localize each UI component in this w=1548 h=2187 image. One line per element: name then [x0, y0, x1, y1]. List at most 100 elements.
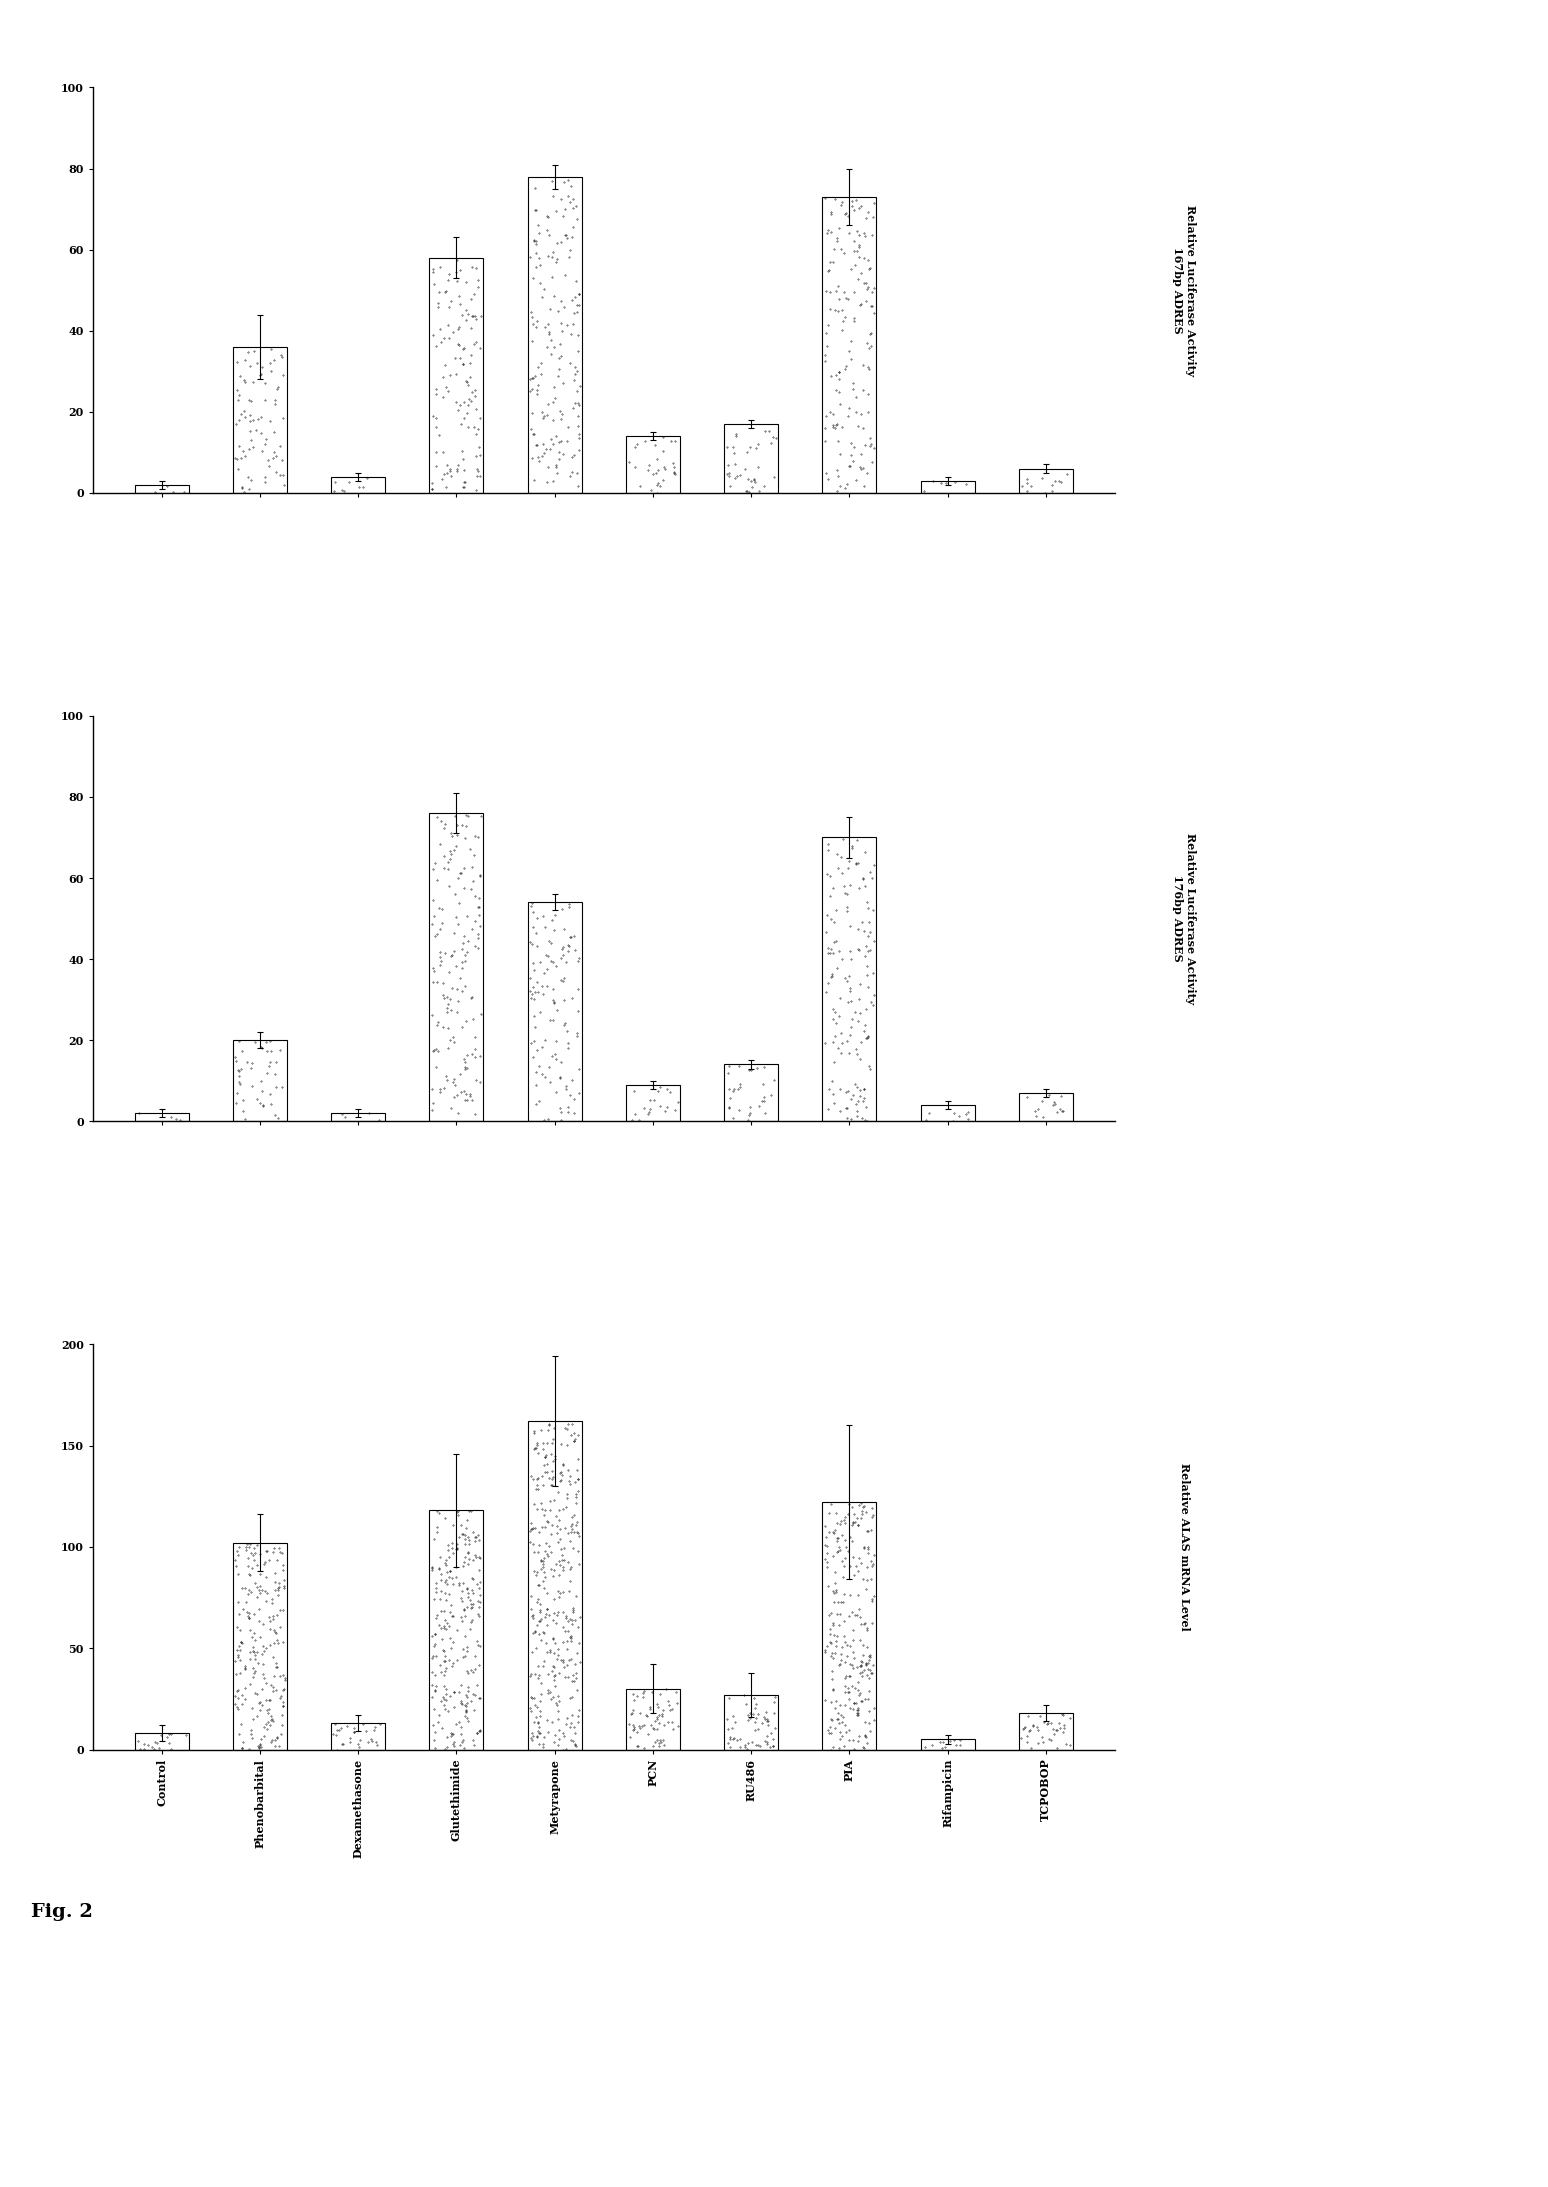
Point — [656, 1684, 681, 1719]
Point — [466, 1540, 491, 1575]
Point — [537, 1632, 562, 1666]
Point — [534, 969, 559, 1004]
Bar — [724, 1695, 779, 1750]
Point — [755, 1708, 780, 1743]
Point — [529, 969, 554, 1004]
Point — [447, 1675, 472, 1710]
Point — [862, 271, 887, 306]
Point — [550, 938, 574, 973]
Point — [830, 313, 854, 348]
Point — [842, 1505, 867, 1540]
Point — [839, 184, 864, 219]
Point — [559, 1607, 584, 1642]
Point — [841, 1505, 865, 1540]
Point — [1048, 464, 1073, 499]
Point — [421, 1691, 446, 1726]
Point — [438, 833, 463, 868]
Point — [330, 1098, 354, 1133]
Point — [820, 1671, 845, 1706]
Point — [251, 1546, 276, 1581]
Point — [450, 332, 475, 367]
Point — [844, 846, 868, 881]
Point — [554, 1428, 579, 1463]
Point — [856, 1048, 881, 1083]
Point — [132, 1732, 156, 1767]
Point — [467, 459, 492, 494]
Point — [845, 409, 870, 444]
Point — [420, 997, 444, 1032]
Point — [624, 426, 649, 461]
Point — [237, 1594, 262, 1629]
Point — [542, 1483, 567, 1518]
Point — [241, 1629, 266, 1664]
Point — [828, 232, 853, 267]
Point — [848, 437, 873, 472]
Point — [224, 1557, 249, 1592]
Point — [546, 1712, 571, 1747]
Point — [1009, 468, 1034, 503]
Point — [540, 1422, 565, 1457]
Point — [457, 1522, 481, 1557]
Point — [421, 951, 446, 986]
Point — [423, 1616, 447, 1651]
Point — [449, 945, 474, 980]
Point — [463, 1638, 488, 1673]
Point — [543, 1024, 568, 1059]
Point — [257, 1603, 282, 1638]
Point — [224, 372, 249, 407]
Point — [520, 1511, 545, 1546]
Point — [525, 1032, 550, 1067]
Bar — [1019, 1094, 1073, 1122]
Point — [556, 1660, 580, 1695]
Point — [841, 1636, 865, 1671]
Point — [467, 1577, 492, 1612]
Point — [858, 420, 882, 455]
Point — [817, 245, 842, 280]
Point — [534, 1426, 559, 1461]
Point — [454, 798, 478, 833]
Point — [444, 1642, 469, 1677]
Point — [737, 1695, 762, 1730]
Point — [525, 1467, 550, 1502]
Point — [848, 1656, 873, 1691]
Point — [517, 1691, 542, 1726]
Point — [856, 1706, 881, 1741]
Point — [446, 984, 471, 1019]
Point — [424, 964, 449, 999]
Point — [440, 835, 464, 870]
Point — [553, 258, 577, 293]
Point — [420, 1094, 444, 1128]
Point — [458, 337, 483, 372]
Point — [245, 1634, 269, 1669]
Point — [255, 1695, 280, 1730]
Point — [522, 999, 546, 1034]
Point — [228, 1612, 252, 1647]
Point — [531, 1540, 556, 1575]
Point — [543, 245, 568, 280]
Point — [825, 838, 850, 873]
Point — [452, 385, 477, 420]
Point — [619, 1695, 644, 1730]
Point — [461, 1516, 486, 1551]
Point — [526, 1710, 551, 1745]
Point — [856, 269, 881, 304]
Point — [467, 890, 492, 925]
Point — [553, 291, 577, 326]
Point — [562, 1498, 587, 1533]
Point — [621, 1074, 646, 1109]
Point — [556, 1647, 580, 1682]
Point — [263, 1614, 288, 1649]
Point — [847, 1072, 872, 1107]
Point — [522, 1614, 546, 1649]
Point — [559, 317, 584, 352]
Point — [539, 1467, 563, 1502]
Point — [556, 238, 580, 273]
Point — [635, 1699, 659, 1734]
Point — [429, 945, 454, 980]
Point — [550, 1594, 574, 1629]
Point — [224, 1691, 249, 1726]
Point — [449, 807, 474, 842]
Point — [444, 1551, 469, 1586]
Point — [556, 424, 580, 459]
Point — [229, 470, 254, 505]
